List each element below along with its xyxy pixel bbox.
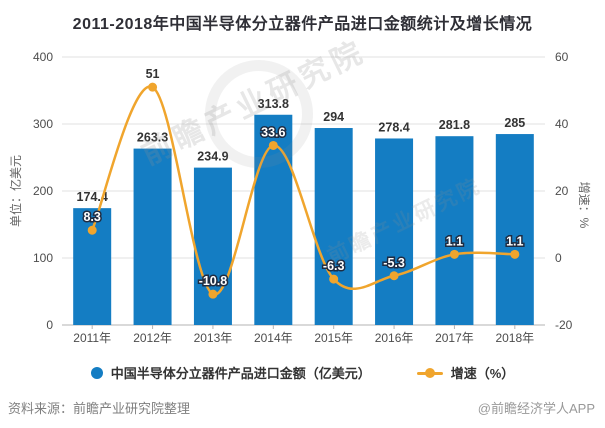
svg-text:234.9: 234.9 xyxy=(197,150,228,164)
svg-text:2012年: 2012年 xyxy=(133,331,172,345)
svg-text:294: 294 xyxy=(323,110,344,124)
svg-text:285: 285 xyxy=(504,116,525,130)
legend-label-import-amount: 中国半导体分立器件产品进口金额（亿美元） xyxy=(110,366,371,381)
source-text: 资料来源：前瞻产业研究院整理 xyxy=(8,401,191,416)
credit-text: @前瞻经济学人APP xyxy=(477,401,595,416)
legend-item-growth: 增速（%） xyxy=(416,363,515,382)
svg-text:2016年: 2016年 xyxy=(375,331,414,345)
svg-text:0: 0 xyxy=(46,318,53,332)
svg-text:40: 40 xyxy=(555,117,569,131)
svg-text:174.4: 174.4 xyxy=(77,190,108,204)
legend-item-import-amount: 中国半导体分立器件产品进口金额（亿美元） xyxy=(90,363,371,382)
svg-text:1.1: 1.1 xyxy=(446,234,463,248)
svg-text:2017年: 2017年 xyxy=(435,331,474,345)
svg-text:60: 60 xyxy=(555,50,569,64)
svg-text:33.6: 33.6 xyxy=(261,125,285,139)
svg-text:20: 20 xyxy=(555,184,569,198)
svg-text:0: 0 xyxy=(555,251,562,265)
svg-text:313.8: 313.8 xyxy=(258,97,289,111)
svg-text:-10.8: -10.8 xyxy=(199,274,228,288)
legend-label-growth: 增速（%） xyxy=(450,366,515,381)
svg-text:2014年: 2014年 xyxy=(254,331,293,345)
svg-text:2015年: 2015年 xyxy=(314,331,353,345)
chart-title: 2011-2018年中国半导体分立器件产品进口金额统计及增长情况 xyxy=(72,16,533,33)
svg-text:-20: -20 xyxy=(555,318,573,332)
svg-text:8.3: 8.3 xyxy=(83,210,100,224)
svg-text:200: 200 xyxy=(33,184,53,198)
svg-text:281.8: 281.8 xyxy=(439,118,470,132)
svg-text:2013年: 2013年 xyxy=(194,331,233,345)
svg-text:100: 100 xyxy=(33,251,53,265)
svg-text:2011年: 2011年 xyxy=(73,331,111,345)
right-axis-title: 增速：% xyxy=(577,181,591,229)
svg-text:300: 300 xyxy=(33,117,53,131)
legend: 中国半导体分立器件产品进口金额（亿美元） 增速（%） xyxy=(0,363,605,382)
svg-text:-5.3: -5.3 xyxy=(383,256,405,270)
svg-text:400: 400 xyxy=(33,50,53,64)
svg-text:2018年: 2018年 xyxy=(495,331,534,345)
line-series-marker-icon xyxy=(416,367,443,379)
left-axis-title: 单位：亿美元 xyxy=(9,155,23,228)
svg-text:51: 51 xyxy=(146,67,160,81)
svg-text:263.3: 263.3 xyxy=(137,131,168,145)
bar-series-marker-icon xyxy=(90,366,103,379)
svg-text:278.4: 278.4 xyxy=(378,120,409,134)
svg-text:1.1: 1.1 xyxy=(506,234,523,248)
svg-text:-6.3: -6.3 xyxy=(323,259,345,273)
footer: 资料来源：前瞻产业研究院整理 @前瞻经济学人APP xyxy=(0,398,605,417)
